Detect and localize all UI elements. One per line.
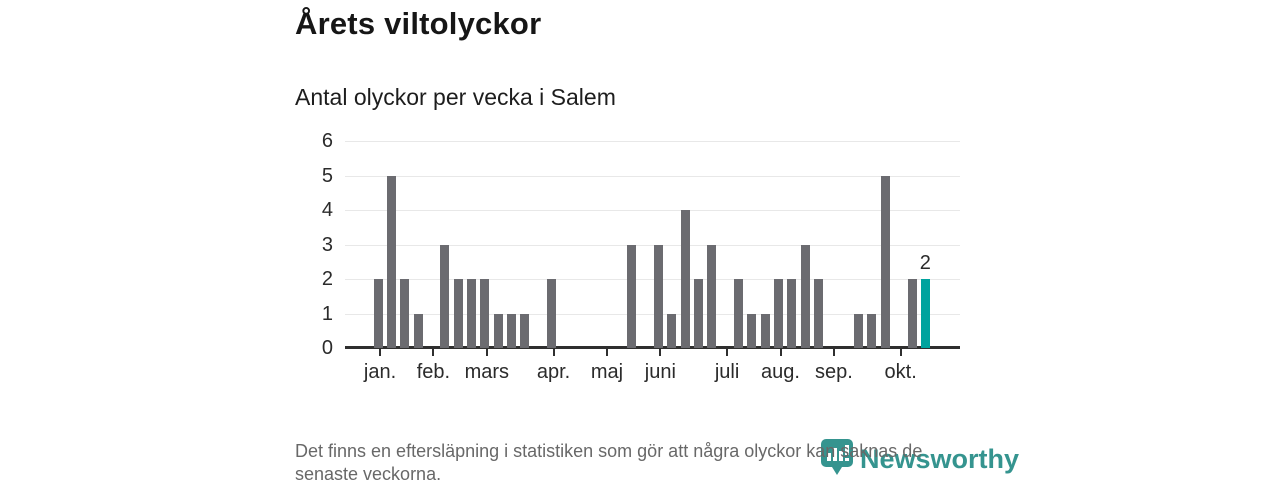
y-axis-label-6: 6 xyxy=(321,130,333,152)
bar-week-41 xyxy=(907,279,917,348)
bar-week-34 xyxy=(814,279,824,348)
y-axis-label-5: 5 xyxy=(321,164,333,187)
month-label-maj: maj xyxy=(590,361,624,383)
bar-week-2 xyxy=(386,175,396,348)
gridline-3 xyxy=(345,244,960,246)
page-title: Årets viltolyckor xyxy=(295,6,542,41)
month-label-jan: jan. xyxy=(363,361,397,383)
month-tick-feb xyxy=(432,348,435,356)
month-tick-okt xyxy=(899,348,902,356)
gridline-6 xyxy=(345,140,960,142)
gridline-4 xyxy=(345,209,960,211)
bar-week-30 xyxy=(760,313,770,348)
chart-subtitle: Antal olyckor per vecka i Salem xyxy=(295,84,616,110)
newsworthy-logo-icon xyxy=(820,438,854,480)
month-tick-maj xyxy=(605,348,608,356)
newsworthy-logo-text: Newsworthy xyxy=(860,444,1020,474)
gridline-2 xyxy=(345,278,960,280)
month-tick-sep xyxy=(832,348,835,356)
month-tick-aug xyxy=(779,348,782,356)
bar-week-12 xyxy=(520,313,530,348)
bar-week-33 xyxy=(800,244,810,348)
bar-week-11 xyxy=(507,313,516,348)
month-label-aug: aug. xyxy=(761,361,800,383)
month-tick-mars xyxy=(485,348,488,356)
bar-week-1 xyxy=(373,279,383,348)
bar-week-4 xyxy=(413,313,423,348)
bar-week-37 xyxy=(854,313,864,348)
bar-week-24 xyxy=(680,210,690,348)
month-label-okt: okt. xyxy=(884,361,917,383)
bar-week-10 xyxy=(493,313,503,348)
bar-week-23 xyxy=(667,313,677,348)
footnote: Det finns en eftersläpning i statistiken… xyxy=(295,441,923,480)
bar-week-14 xyxy=(547,279,557,348)
y-axis-label-3: 3 xyxy=(321,233,333,256)
bar-value-annotation: 2 xyxy=(919,252,931,274)
month-label-apr: apr. xyxy=(536,361,571,383)
x-axis-line xyxy=(345,346,960,349)
y-axis-label-1: 1 xyxy=(321,302,333,325)
month-tick-apr xyxy=(552,348,555,356)
bar-week-20 xyxy=(627,244,637,348)
bar-week-42 xyxy=(920,279,930,348)
y-axis-label-2: 2 xyxy=(321,268,333,290)
bar-week-7 xyxy=(453,279,463,348)
bar-week-6 xyxy=(440,244,450,348)
newsworthy-logo[interactable]: Newsworthy xyxy=(820,438,1019,480)
month-label-feb: feb. xyxy=(416,361,451,383)
month-tick-jan xyxy=(379,348,381,356)
month-label-juli: juli xyxy=(714,361,740,383)
bar-week-29 xyxy=(747,313,757,348)
bar-week-26 xyxy=(707,244,717,348)
month-tick-juli xyxy=(726,348,729,356)
month-label-sep: sep. xyxy=(814,361,853,383)
bar-week-31 xyxy=(774,279,783,348)
bar-week-28 xyxy=(733,279,743,348)
bar-week-22 xyxy=(653,244,663,348)
gridline-5 xyxy=(345,175,960,177)
y-axis-label-0: 0 xyxy=(321,337,333,359)
bar-week-32 xyxy=(787,279,797,348)
bar-week-8 xyxy=(466,279,476,348)
y-axis-label-4: 4 xyxy=(321,199,333,221)
month-label-mars: mars xyxy=(464,361,510,383)
bar-week-3 xyxy=(400,279,410,348)
month-label-juni: juni xyxy=(644,361,676,383)
bar-week-9 xyxy=(480,279,490,348)
month-tick-juni xyxy=(659,348,662,356)
gridline-1 xyxy=(345,313,960,315)
bar-week-25 xyxy=(693,279,703,348)
bar-week-38 xyxy=(867,313,877,348)
bar-week-39 xyxy=(880,175,890,348)
